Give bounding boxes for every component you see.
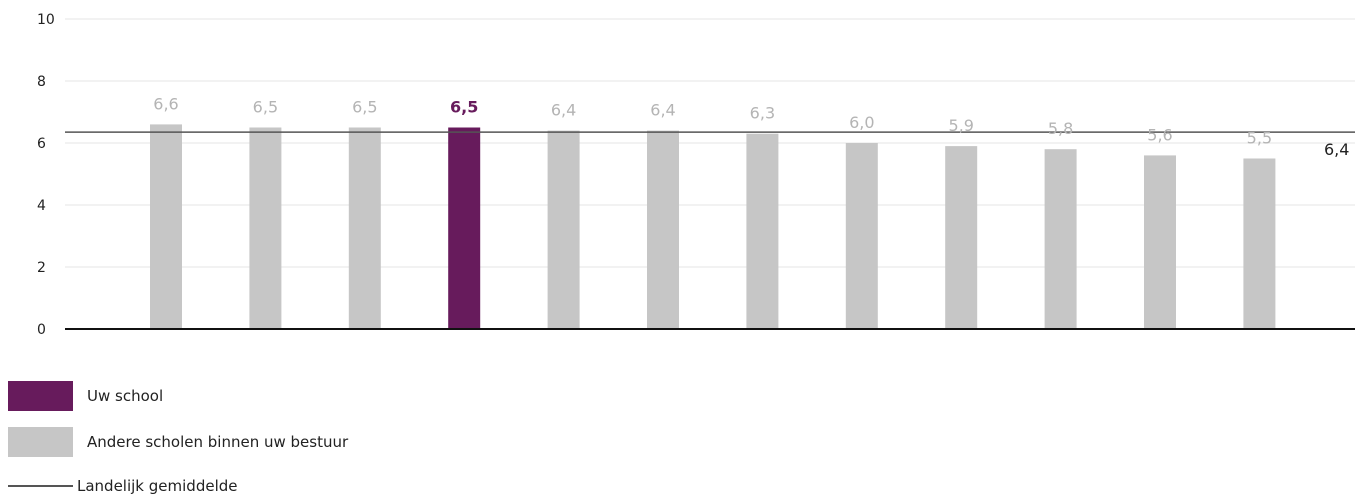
data-label: 5,9 (948, 116, 973, 135)
bar (547, 130, 580, 329)
data-label: 6,4 (551, 101, 576, 120)
legend-label-landelijk-gemiddelde: Landelijk gemiddelde (77, 477, 238, 495)
data-label: 5,5 (1247, 129, 1272, 148)
data-label: 6,5 (253, 98, 278, 117)
y-tick-label: 10 (37, 12, 55, 28)
bar (348, 127, 381, 329)
data-label: 5,8 (1048, 119, 1073, 138)
bar (845, 143, 878, 329)
bar (150, 124, 182, 330)
bar (945, 146, 978, 329)
data-label: 6,5 (352, 98, 377, 117)
bar (1044, 149, 1077, 329)
y-tick-label: 2 (37, 260, 46, 276)
data-label: 6,4 (650, 101, 675, 120)
legend-label-uw-school: Uw school (87, 387, 164, 405)
bar (249, 127, 282, 329)
bar (647, 130, 679, 329)
bar-chart: 0 2 4 6 8 10 6,4 6,6 6,5 6,5 6,5 6,4 6,4 6,3 6,0 5,9 5,8… (37, 12, 1355, 338)
y-tick-label: 4 (37, 198, 46, 214)
bar-uw-school (448, 127, 481, 329)
legend-line-landelijk-gemiddelde (8, 485, 73, 487)
legend-swatch-uw-school (8, 381, 73, 411)
y-tick-label: 8 (37, 74, 46, 90)
bar (746, 133, 779, 329)
y-tick-label: 6 (37, 136, 46, 152)
data-label: 6,3 (750, 104, 775, 123)
data-label: 6,0 (849, 113, 874, 132)
legend-swatch-andere-scholen (8, 427, 73, 457)
legend-item-landelijk-gemiddelde: Landelijk gemiddelde (8, 477, 237, 495)
bar (1144, 155, 1176, 329)
y-tick-label: 0 (37, 322, 46, 338)
legend-item-uw-school: Uw school (8, 381, 163, 411)
legend-label-andere-scholen: Andere scholen binnen uw bestuur (87, 433, 349, 451)
data-label: 5,6 (1147, 125, 1172, 144)
data-label-uw-school: 6,5 (450, 98, 478, 117)
reference-line-label: 6,4 (1324, 140, 1349, 159)
legend-item-andere-scholen: Andere scholen binnen uw bestuur (8, 427, 348, 457)
bar (1243, 158, 1276, 329)
data-label: 6,6 (153, 94, 178, 113)
